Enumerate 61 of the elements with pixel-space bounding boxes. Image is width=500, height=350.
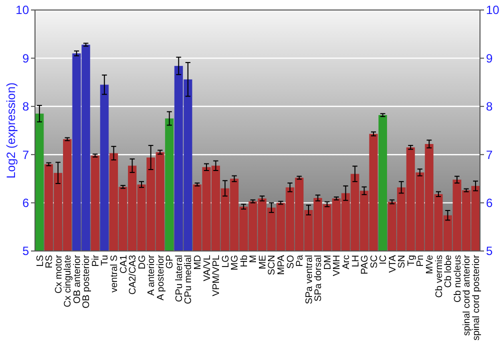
y2-tick-label: 7 [486,148,493,162]
x-tick-label: Pa [294,254,306,267]
x-tick-label: spinal cord anterior [462,255,473,336]
x-tick-label: spinal cord posterior [470,255,482,341]
x-tick-label: MD [192,254,204,270]
x-tick-label: Cx motor [53,255,64,294]
x-tick-label: Pn [415,255,426,267]
x-tick-label: MG [230,255,241,270]
x-tick-label: VPM/VPL [211,255,222,296]
x-tick-label: Arc [340,254,352,270]
y-tick-label: 8 [22,100,30,114]
y2-tick-label: 10 [486,3,500,18]
x-tick-label: CPu lateral [174,255,185,302]
x-tick-label: LS [34,255,46,267]
x-tick-label: Cb nucleus [452,254,464,303]
x-tick-label: LG [220,255,232,268]
x-tick-label: Hb [238,255,250,268]
x-tick-label: ME [257,255,268,270]
x-tick-label: Pir [90,255,102,267]
x-tick-label: DM [322,254,334,270]
y-tick-label: 5 [22,244,30,258]
x-tick-label: SPa ventral [304,255,315,304]
y-axis-title: Log2 (expression) [4,82,18,179]
x-tick-label: ventral S [109,255,120,292]
x-tick-label: RS [44,255,56,268]
x-tick-label: VMH [332,254,343,276]
y-tick-label: 9 [22,51,30,66]
x-tick-label: Cx cingulate [62,255,74,308]
y2-tick-label: 9 [486,51,493,66]
x-tick-label: Cb vermis [434,254,445,298]
x-tick-label: SC [368,254,380,268]
x-tick-label: M [248,254,260,263]
x-tick-label: A posterior [155,255,166,300]
y-tick-label: 6 [22,196,30,210]
x-tick-label: Tg [406,255,417,266]
x-tick-label: OB anterior [72,255,83,304]
y2-tick-label: 5 [486,244,493,258]
x-tick-label: SN [396,254,408,268]
x-tick-label: VA/VL [202,255,213,282]
x-tick-label: MVe [424,255,436,274]
x-tick-label: VTA [387,254,398,273]
x-tick-label: LH [350,254,362,268]
x-tick-label: MPA [276,254,288,275]
y-tick-label: 7 [22,148,30,162]
x-tick-label: Tu [100,255,111,266]
x-tick-label: CA1 [118,255,130,274]
x-tick-label: SCN [266,254,278,276]
x-tick-label: SPa dorsal [313,255,324,302]
x-tick-label: PAG [360,255,371,274]
x-tick-label: OB posterior [81,255,92,308]
x-tick-label: GP [164,255,176,269]
x-tick-label: CA2/CA3 [128,255,139,295]
x-tick-label: CPu medial [183,255,194,304]
x-tick-label: DG [136,255,148,270]
y2-tick-label: 6 [486,196,493,210]
y-tick-label: 10 [16,3,30,18]
x-tick-label: SO [285,255,296,269]
x-tick-label: IC [378,254,390,264]
x-tick-label: Cb lobe [443,255,454,288]
y2-tick-label: 8 [486,100,493,114]
x-tick-label: A anterior [146,255,158,296]
